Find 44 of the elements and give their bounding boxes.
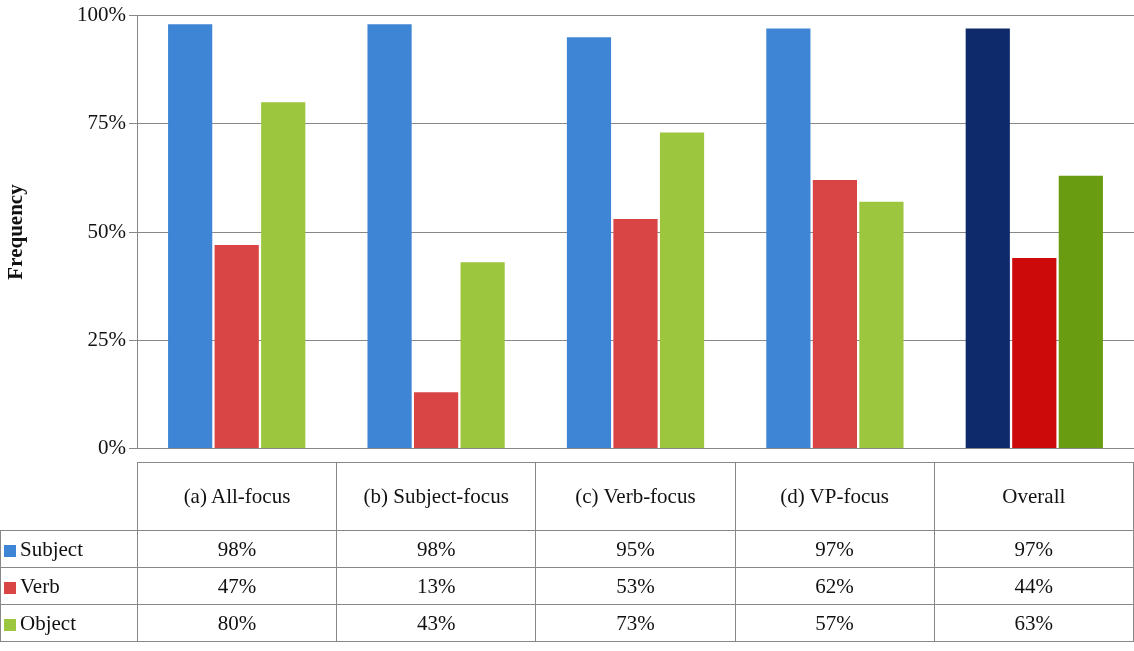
data-label: 47% bbox=[137, 567, 337, 605]
y-tick-label: 0% bbox=[98, 434, 126, 459]
y-tick-label: 75% bbox=[87, 110, 126, 135]
data-label: 95% bbox=[535, 530, 736, 568]
bar bbox=[261, 102, 306, 448]
bar bbox=[812, 180, 857, 448]
x-tick-label: (a) All-focus bbox=[137, 462, 337, 531]
legend-label: Verb bbox=[0, 567, 138, 605]
bar bbox=[1058, 175, 1103, 448]
bar bbox=[414, 392, 459, 448]
data-label: 98% bbox=[336, 530, 536, 568]
data-label: 97% bbox=[934, 530, 1134, 568]
bar bbox=[214, 244, 259, 448]
bar bbox=[659, 132, 705, 448]
legend-label: Object bbox=[0, 604, 138, 642]
data-label: 13% bbox=[336, 567, 536, 605]
data-label: 80% bbox=[137, 604, 337, 642]
legend-label: Subject bbox=[0, 530, 138, 568]
x-tick-label: Overall bbox=[934, 462, 1134, 531]
data-label: 57% bbox=[735, 604, 935, 642]
bar bbox=[367, 24, 412, 448]
data-label: 97% bbox=[735, 530, 935, 568]
bar bbox=[566, 37, 612, 448]
bar bbox=[766, 28, 811, 448]
y-tick-label: 100% bbox=[77, 2, 126, 27]
x-tick-label: (c) Verb-focus bbox=[535, 462, 736, 531]
x-tick-label: (d) VP-focus bbox=[735, 462, 935, 531]
y-tick-label: 50% bbox=[87, 218, 126, 243]
data-label: 43% bbox=[336, 604, 536, 642]
y-tick-label: 25% bbox=[87, 326, 126, 351]
y-axis-title: Frequency bbox=[3, 183, 28, 280]
data-label: 44% bbox=[934, 567, 1134, 605]
data-label: 63% bbox=[934, 604, 1134, 642]
bar bbox=[965, 28, 1010, 448]
bar bbox=[460, 262, 505, 448]
bar bbox=[613, 219, 658, 448]
bar bbox=[859, 201, 904, 448]
data-label: 73% bbox=[535, 604, 736, 642]
bar bbox=[1012, 257, 1057, 448]
data-label: 53% bbox=[535, 567, 736, 605]
bar bbox=[168, 24, 213, 448]
data-label: 62% bbox=[735, 567, 935, 605]
data-label: 98% bbox=[137, 530, 337, 568]
x-tick-label: (b) Subject-focus bbox=[336, 462, 536, 531]
